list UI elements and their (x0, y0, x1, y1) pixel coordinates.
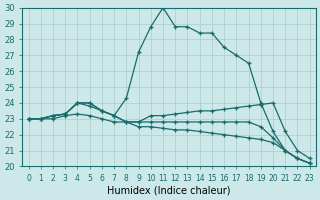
X-axis label: Humidex (Indice chaleur): Humidex (Indice chaleur) (108, 186, 231, 196)
